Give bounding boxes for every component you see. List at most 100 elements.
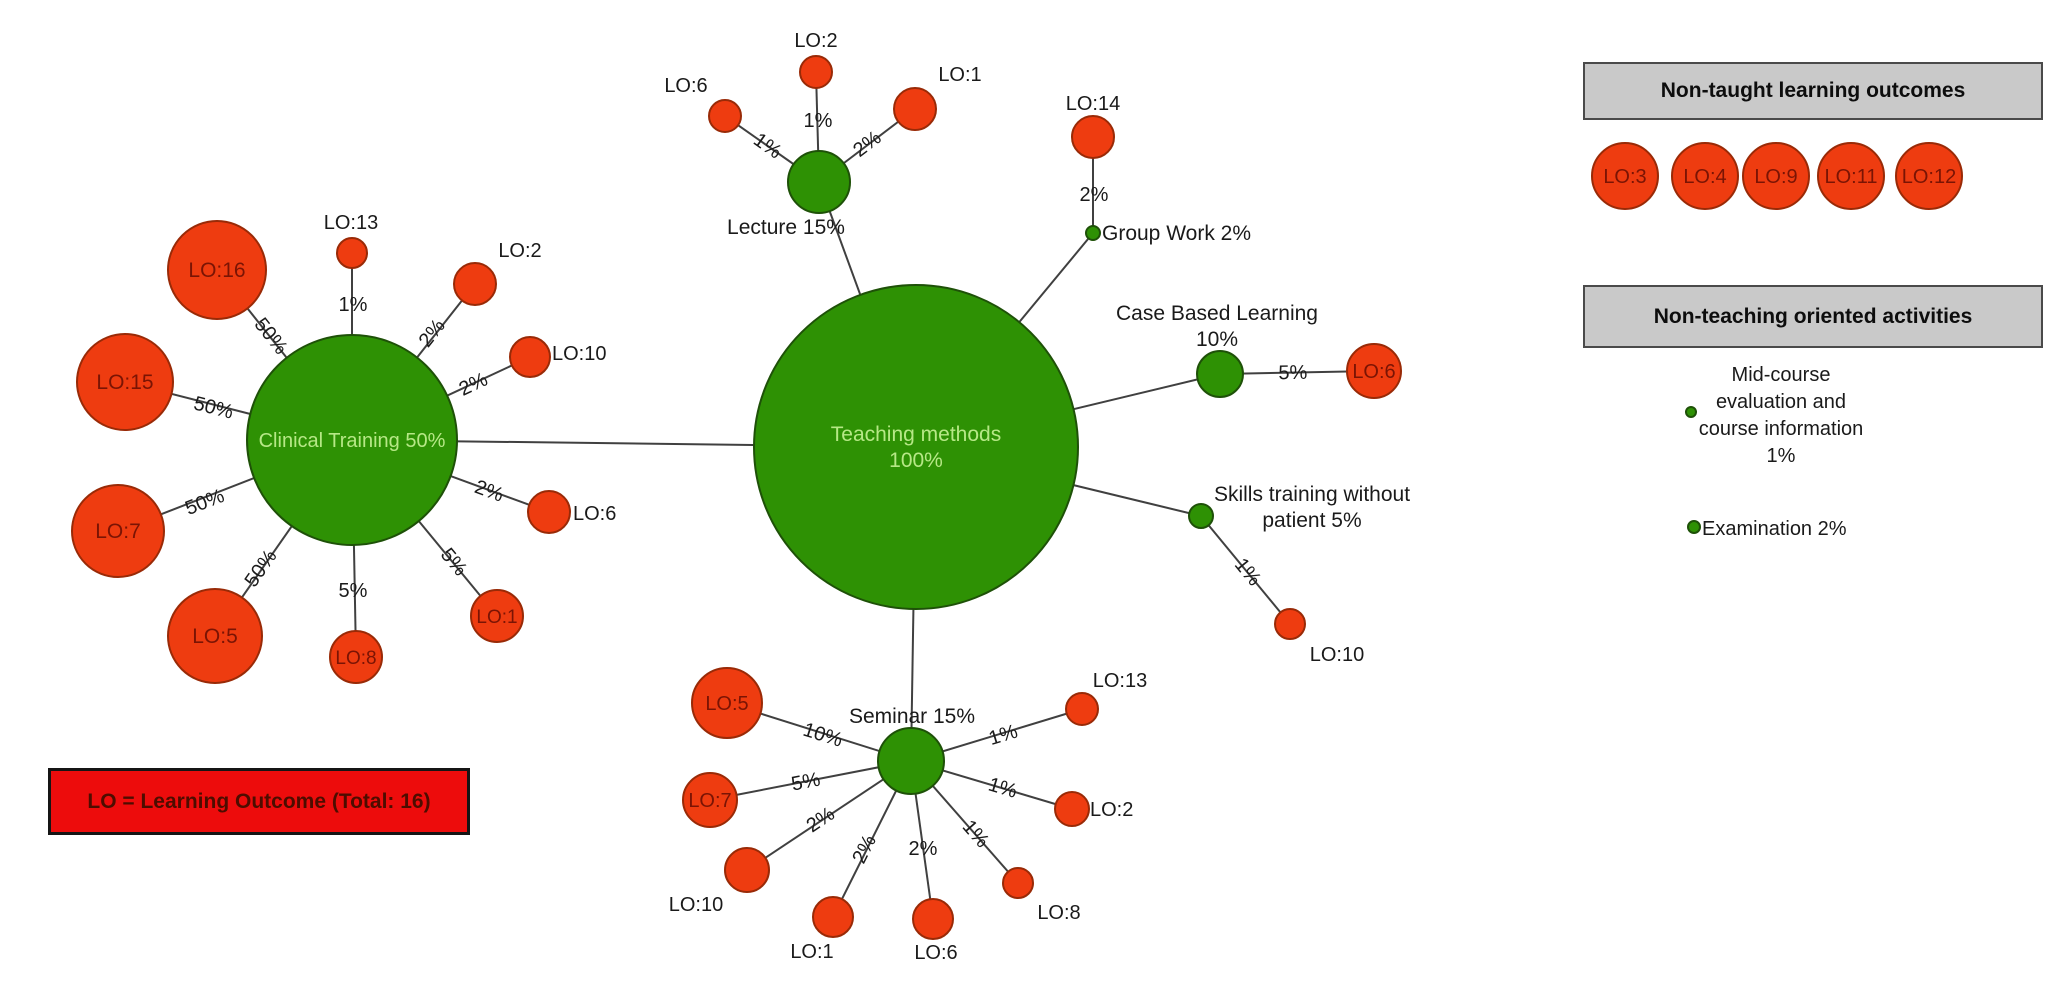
node-cl-lo16 — [167, 220, 267, 320]
label-sem-lo5: LO:5 — [705, 693, 748, 715]
edge-label-seminar-sem-lo6: 2% — [909, 838, 938, 860]
label-skills: Skills training without patient 5% — [1214, 483, 1410, 532]
legend-box: LO = Learning Outcome (Total: 16) — [48, 768, 470, 835]
label-seminar: Seminar 15% — [849, 705, 975, 728]
edge-label-groupwork-lo14: 2% — [1080, 184, 1109, 206]
node-sem-lo13 — [1065, 692, 1099, 726]
label-cl-lo5: LO:5 — [192, 625, 238, 648]
edge-label-seminar-sem-lo1: 2% — [848, 831, 881, 867]
edge-label-clinical-cl-lo7: 50% — [182, 485, 227, 520]
label-cl-lo8: LO:8 — [335, 648, 376, 669]
label-cl-lo2: LO:2 — [498, 240, 541, 262]
edge-label-clinical-cl-lo8: 5% — [339, 580, 368, 602]
non-taught-outcome-5 — [1895, 142, 1963, 210]
activity-dot-1 — [1685, 406, 1697, 418]
node-groupwork — [1085, 225, 1101, 241]
node-lecture — [787, 150, 851, 214]
edge-label-clinical-cl-lo13: 1% — [339, 294, 368, 316]
node-seminar — [877, 727, 945, 795]
label-sem-lo10: LO:10 — [669, 894, 723, 916]
non-taught-outcome-2 — [1671, 142, 1739, 210]
node-cl-lo15 — [76, 333, 174, 431]
edge-label-lecture-lec-lo6: 1% — [749, 129, 785, 164]
node-cl-lo8 — [329, 630, 383, 684]
non-teaching-panel-header: Non-teaching oriented activities — [1583, 285, 2043, 348]
edge-label-skills-sk-lo10: 1% — [1230, 554, 1266, 590]
label-cl-lo16: LO:16 — [188, 259, 245, 282]
node-sem-lo8 — [1002, 867, 1034, 899]
label-lec-lo6: LO:6 — [664, 75, 707, 97]
activity-dot-2 — [1687, 520, 1701, 534]
midcourse-activity-label: Mid-course evaluation and course informa… — [1698, 364, 1864, 467]
label-clinical: Clinical Training 50% — [259, 430, 446, 452]
edge-label-clinical-cl-lo5: 50% — [241, 546, 282, 592]
label-sem-lo13: LO:13 — [1093, 670, 1147, 692]
node-cl-lo1 — [470, 589, 524, 643]
node-sem-lo7 — [682, 772, 738, 828]
edge-label-clinical-cl-lo10: 2% — [456, 368, 492, 400]
node-cl-lo7 — [71, 484, 165, 578]
label-cl-lo1: LO:1 — [476, 607, 517, 628]
node-lo14 — [1071, 115, 1115, 159]
label-cbl: Case Based Learning 10% — [1116, 302, 1318, 351]
label-sem-lo8: LO:8 — [1037, 902, 1080, 924]
non-taught-outcome-3 — [1742, 142, 1810, 210]
node-lec-lo2 — [799, 55, 833, 89]
node-cl-lo10 — [509, 336, 551, 378]
node-lec-lo1 — [893, 87, 937, 131]
node-sem-lo6 — [912, 898, 954, 940]
edge-label-lecture-lec-lo2: 1% — [804, 110, 833, 132]
edge-label-cbl-cbl-lo6: 5% — [1278, 362, 1308, 385]
non-taught-outcome-label-1: LO:3 — [1603, 166, 1646, 188]
non-taught-outcome-4 — [1817, 142, 1885, 210]
label-cl-lo7: LO:7 — [95, 520, 141, 543]
node-sk-lo10 — [1274, 608, 1306, 640]
node-sem-lo1 — [812, 896, 854, 938]
non-taught-outcome-1 — [1591, 142, 1659, 210]
label-cl-lo10: LO:10 — [552, 343, 606, 365]
node-sem-lo10 — [724, 847, 770, 893]
label-sem-lo1: LO:1 — [790, 941, 833, 963]
node-teaching — [753, 284, 1079, 610]
examination-activity-label: Examination 2% — [1702, 518, 1847, 540]
node-cl-lo6 — [527, 490, 571, 534]
node-cl-lo2 — [453, 262, 497, 306]
edge-label-clinical-cl-lo15: 50% — [191, 393, 235, 424]
label-lecture: Lecture 15% — [727, 216, 845, 239]
edge-label-seminar-sem-lo10: 2% — [803, 803, 839, 837]
edge-seminar-sem-lo7 — [709, 760, 912, 801]
edge-label-seminar-sem-lo13: 1% — [986, 720, 1020, 750]
label-lo14: LO:14 — [1066, 93, 1120, 115]
edge-label-clinical-cl-lo6: 2% — [472, 476, 507, 507]
node-cl-lo5 — [167, 588, 263, 684]
label-lec-lo1: LO:1 — [938, 64, 981, 86]
label-sem-lo6: LO:6 — [914, 942, 957, 964]
edge-skills-sk-lo10 — [1200, 515, 1291, 625]
edge-label-seminar-sem-lo7: 5% — [790, 769, 823, 796]
edge-label-seminar-sem-lo2: 1% — [986, 774, 1020, 803]
label-lec-lo2: LO:2 — [794, 30, 837, 52]
label-cl-lo13: LO:13 — [324, 212, 378, 234]
edge-label-lecture-lec-lo1: 2% — [849, 127, 885, 162]
node-skills — [1188, 503, 1214, 529]
node-clinical — [246, 334, 458, 546]
non-taught-outcome-label-2: LO:4 — [1683, 166, 1726, 188]
node-cl-lo13 — [336, 237, 368, 269]
label-cl-lo6: LO:6 — [573, 503, 616, 525]
non-taught-outcome-label-5: LO:12 — [1902, 166, 1956, 188]
edge-label-seminar-sem-lo5: 10% — [800, 719, 845, 752]
non-taught-outcome-label-3: LO:9 — [1754, 166, 1797, 188]
label-cl-lo15: LO:15 — [96, 371, 153, 394]
non-taught-outcome-label-4: LO:11 — [1825, 166, 1878, 188]
label-groupwork: Group Work 2% — [1102, 222, 1251, 245]
non-taught-panel-header: Non-taught learning outcomes — [1583, 62, 2043, 120]
edge-label-clinical-cl-lo2: 2% — [415, 315, 450, 351]
label-cbl-lo6: LO:6 — [1352, 361, 1395, 383]
label-sem-lo7: LO:7 — [688, 790, 731, 812]
label-sem-lo2: LO:2 — [1090, 799, 1133, 821]
label-sk-lo10: LO:10 — [1310, 644, 1364, 666]
node-sem-lo5 — [691, 667, 763, 739]
node-lec-lo6 — [708, 99, 742, 133]
